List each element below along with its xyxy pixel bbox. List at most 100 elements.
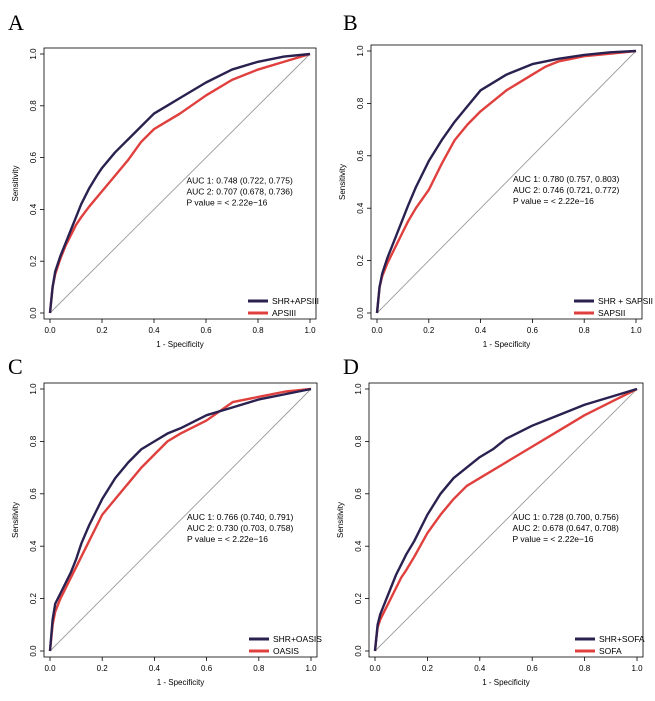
panel-c-ytick-label: 0.6 [29,488,38,500]
panel-c-annotation: AUC 2: 0.730 (0.703, 0.758) [187,523,293,533]
panel-d-roc-curve-1 [373,387,638,652]
panel-a-xtick-label: 0.2 [96,326,108,335]
panel-a-ylabel: Sensitivity [11,165,20,201]
panel-d-xtick-label: 0.6 [527,664,539,673]
panel-b-ytick-label: 1.0 [356,45,365,57]
panel-b-legend-label-2: SAPSII [598,308,625,318]
panel-a-annotation: P value = < 2.22e−16 [187,198,268,208]
panel-c-roc-curve-2 [48,387,312,652]
panel-a-reference-diagonal [49,53,311,314]
panel-c-ylabel: Sensitivity [11,502,20,538]
panel-b-xtick-label: 1.0 [630,326,642,335]
panel-c-ytick-label: 0.0 [29,645,38,657]
panel-a-roc-curve-1 [48,52,311,314]
panel-d-ytick-label: 1.0 [354,383,363,395]
panel-d-annotation: AUC 1: 0.728 (0.700, 0.756) [513,512,619,522]
panel-a-xtick-label: 0.4 [148,326,160,335]
panel-c-ytick-label: 0.8 [29,435,38,447]
panel-a-xlabel: 1 - Specificity [156,340,204,349]
panel-a-xtick-label: 0.0 [44,326,56,335]
panel-d: D 0.0 0.2 0.4 0.6 0.8 1.0 0.0 0.2 0.4 0.6 0.8 1.0 1 -… [336,354,645,687]
panel-b-annotation: P value = < 2.22e−16 [513,196,594,206]
panel-a-legend-label-1: SHR+APSIII [272,296,319,306]
panel-c-legend-label-1: SHR+OASIS [273,634,322,644]
panel-a-ytick-label: 0.6 [29,151,38,163]
panel-d-xtick-label: 0.8 [579,664,591,673]
panel-d-ytick-label: 0.0 [354,645,363,657]
panel-b-ytick-label: 0.6 [356,150,365,162]
panel-a-frame [43,47,317,320]
panel-b-ytick-label: 0.8 [356,97,365,109]
panel-a-xtick-label: 0.8 [252,326,264,335]
panel-a-ytick-label: 0.2 [29,255,38,267]
panel-b-annotation: AUC 1: 0.780 (0.757, 0.803) [513,174,619,184]
panel-a-annotation: AUC 2: 0.707 (0.678, 0.736) [187,187,293,197]
panel-d-ytick-label: 0.2 [354,592,363,604]
panel-c-xlabel: 1 - Specificity [157,678,205,687]
panel-b-xlabel: 1 - Specificity [483,340,531,349]
panel-a-xtick-label: 0.6 [200,326,212,335]
panel-d-letter: D [343,354,359,379]
panel-c-xtick-label: 0.4 [149,664,161,673]
panel-b-xtick-label: 0.4 [475,326,487,335]
panel-c-xtick-label: 0.2 [97,664,109,673]
panel-d-roc-curve-2 [373,387,638,652]
panel-a-annotation: AUC 1: 0.748 (0.722, 0.775) [187,176,293,186]
panel-b: B 0.0 0.2 0.4 0.6 0.8 1.0 0.0 0.2 0.4 0.6 0.8 1.0 1 -… [338,10,653,349]
panel-d-annotation: P value = < 2.22e−16 [513,534,594,544]
panel-c-frame [43,382,318,658]
panel-d-ytick-label: 0.8 [354,435,363,447]
panel-c-annotation: P value = < 2.22e−16 [187,534,268,544]
panel-b-xtick-label: 0.6 [527,326,539,335]
panel-d-annotation: AUC 2: 0.678 (0.647, 0.708) [513,523,619,533]
panel-b-legend-label-1: SHR + SAPSII [598,296,653,306]
panel-d-ytick-label: 0.6 [354,488,363,500]
panel-a-ytick-label: 0.8 [29,100,38,112]
panel-d-xtick-label: 0.0 [369,664,381,673]
panel-b-xtick-label: 0.0 [371,326,383,335]
panel-b-reference-diagonal [376,50,637,314]
panel-b-ylabel: Sensitivity [338,164,347,200]
panel-c-xtick-label: 0.6 [201,664,213,673]
panel-b-ytick-label: 0.2 [356,254,365,266]
panel-d-reference-diagonal [374,388,638,652]
panel-a-xtick-label: 1.0 [304,326,316,335]
panel-b-xtick-label: 0.8 [579,326,591,335]
panel-a-ytick-label: 1.0 [29,48,38,60]
panel-c-annotation: AUC 1: 0.766 (0.740, 0.791) [187,512,293,522]
panel-b-ytick-label: 0.0 [356,307,365,319]
panel-b-ytick-label: 0.4 [356,202,365,214]
panel-b-roc-curve-1 [375,49,637,314]
panel-b-roc-curve-2 [375,49,637,314]
panel-c-letter: C [8,354,23,379]
panel-a: A 0.0 0.2 0.4 0.6 0.8 1.0 0.0 0.2 0.4 0.6 0.8 1.0 1 -… [8,10,319,349]
panel-d-ytick-label: 0.4 [354,540,363,552]
panel-b-xtick-label: 0.2 [423,326,435,335]
panel-a-letter: A [8,10,24,35]
panel-d-legend-label-2: SOFA [599,646,622,656]
panel-c: C 0.0 0.2 0.4 0.6 0.8 1.0 0.0 0.2 0.4 0.6 0.8 1.0 1 -… [8,354,322,687]
panel-c-reference-diagonal [49,388,312,652]
panel-b-frame [370,44,643,320]
panel-d-ylabel: Sensitivity [336,502,345,538]
panel-d-xlabel: 1 - Specificity [482,678,530,687]
panel-c-xtick-label: 1.0 [305,664,317,673]
panel-c-xtick-label: 0.8 [253,664,265,673]
panel-a-legend-label-2: APSIII [272,308,296,318]
panel-b-letter: B [343,10,358,35]
panel-d-xtick-label: 1.0 [631,664,643,673]
panel-c-legend-label-2: OASIS [273,646,299,656]
panel-d-xtick-label: 0.4 [474,664,486,673]
panel-c-ytick-label: 1.0 [29,383,38,395]
panel-b-annotation: AUC 2: 0.746 (0.721, 0.772) [513,185,619,195]
panel-c-xtick-label: 0.0 [44,664,56,673]
panel-d-frame [368,382,644,658]
panel-d-legend-label-1: SHR+SOFA [599,634,645,644]
panel-a-ytick-label: 0.0 [29,307,38,319]
panel-d-xtick-label: 0.2 [422,664,434,673]
panel-c-roc-curve-1 [48,387,312,652]
panel-c-ytick-label: 0.2 [29,592,38,604]
panel-a-ytick-label: 0.4 [29,203,38,215]
panel-c-ytick-label: 0.4 [29,540,38,552]
